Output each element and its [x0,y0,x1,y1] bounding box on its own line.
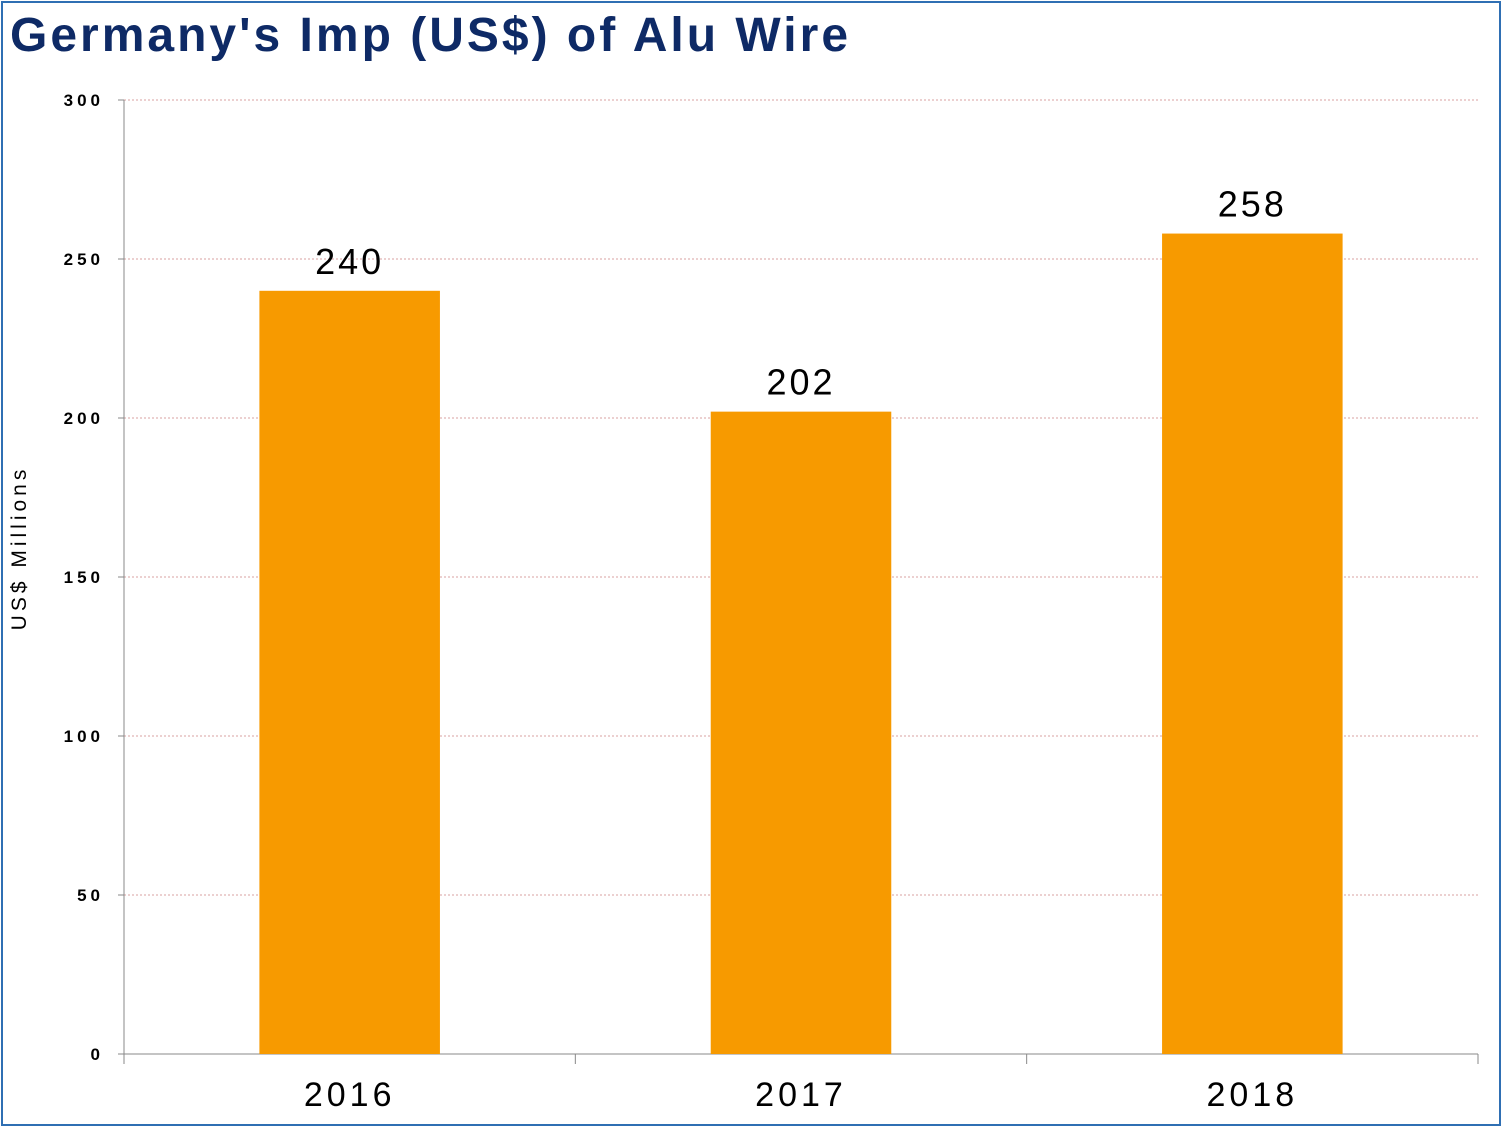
y-tick-label: 200 [64,409,104,428]
data-label-2017: 202 [766,362,835,403]
x-tick-label-2018: 2018 [1207,1076,1299,1114]
data-label-2018: 258 [1218,184,1287,225]
bar-2016 [259,290,440,1054]
y-tick-label: 150 [64,568,104,587]
bar-2018 [1162,233,1343,1054]
y-tick-labels: 0 50 100 150 200 250 300 [64,91,104,1064]
x-tick-labels: 2016 2017 2018 [304,1076,1299,1114]
x-tick-label-2016: 2016 [304,1076,396,1114]
y-tick-label: 250 [64,250,104,269]
y-tick-label: 300 [64,91,104,110]
y-tick-label: 50 [77,886,104,905]
y-axis-title: US$ Millions [8,466,31,631]
bar-2017 [710,411,892,1054]
data-labels: 240 202 258 [315,184,1287,403]
bars [259,233,1343,1054]
data-label-2016: 240 [315,241,384,282]
chart-title: Germany's Imp (US$) of Alu Wire [10,9,852,62]
x-tick-label-2017: 2017 [755,1076,847,1114]
y-tick-label: 100 [64,727,104,746]
y-tick-label: 0 [91,1045,104,1064]
